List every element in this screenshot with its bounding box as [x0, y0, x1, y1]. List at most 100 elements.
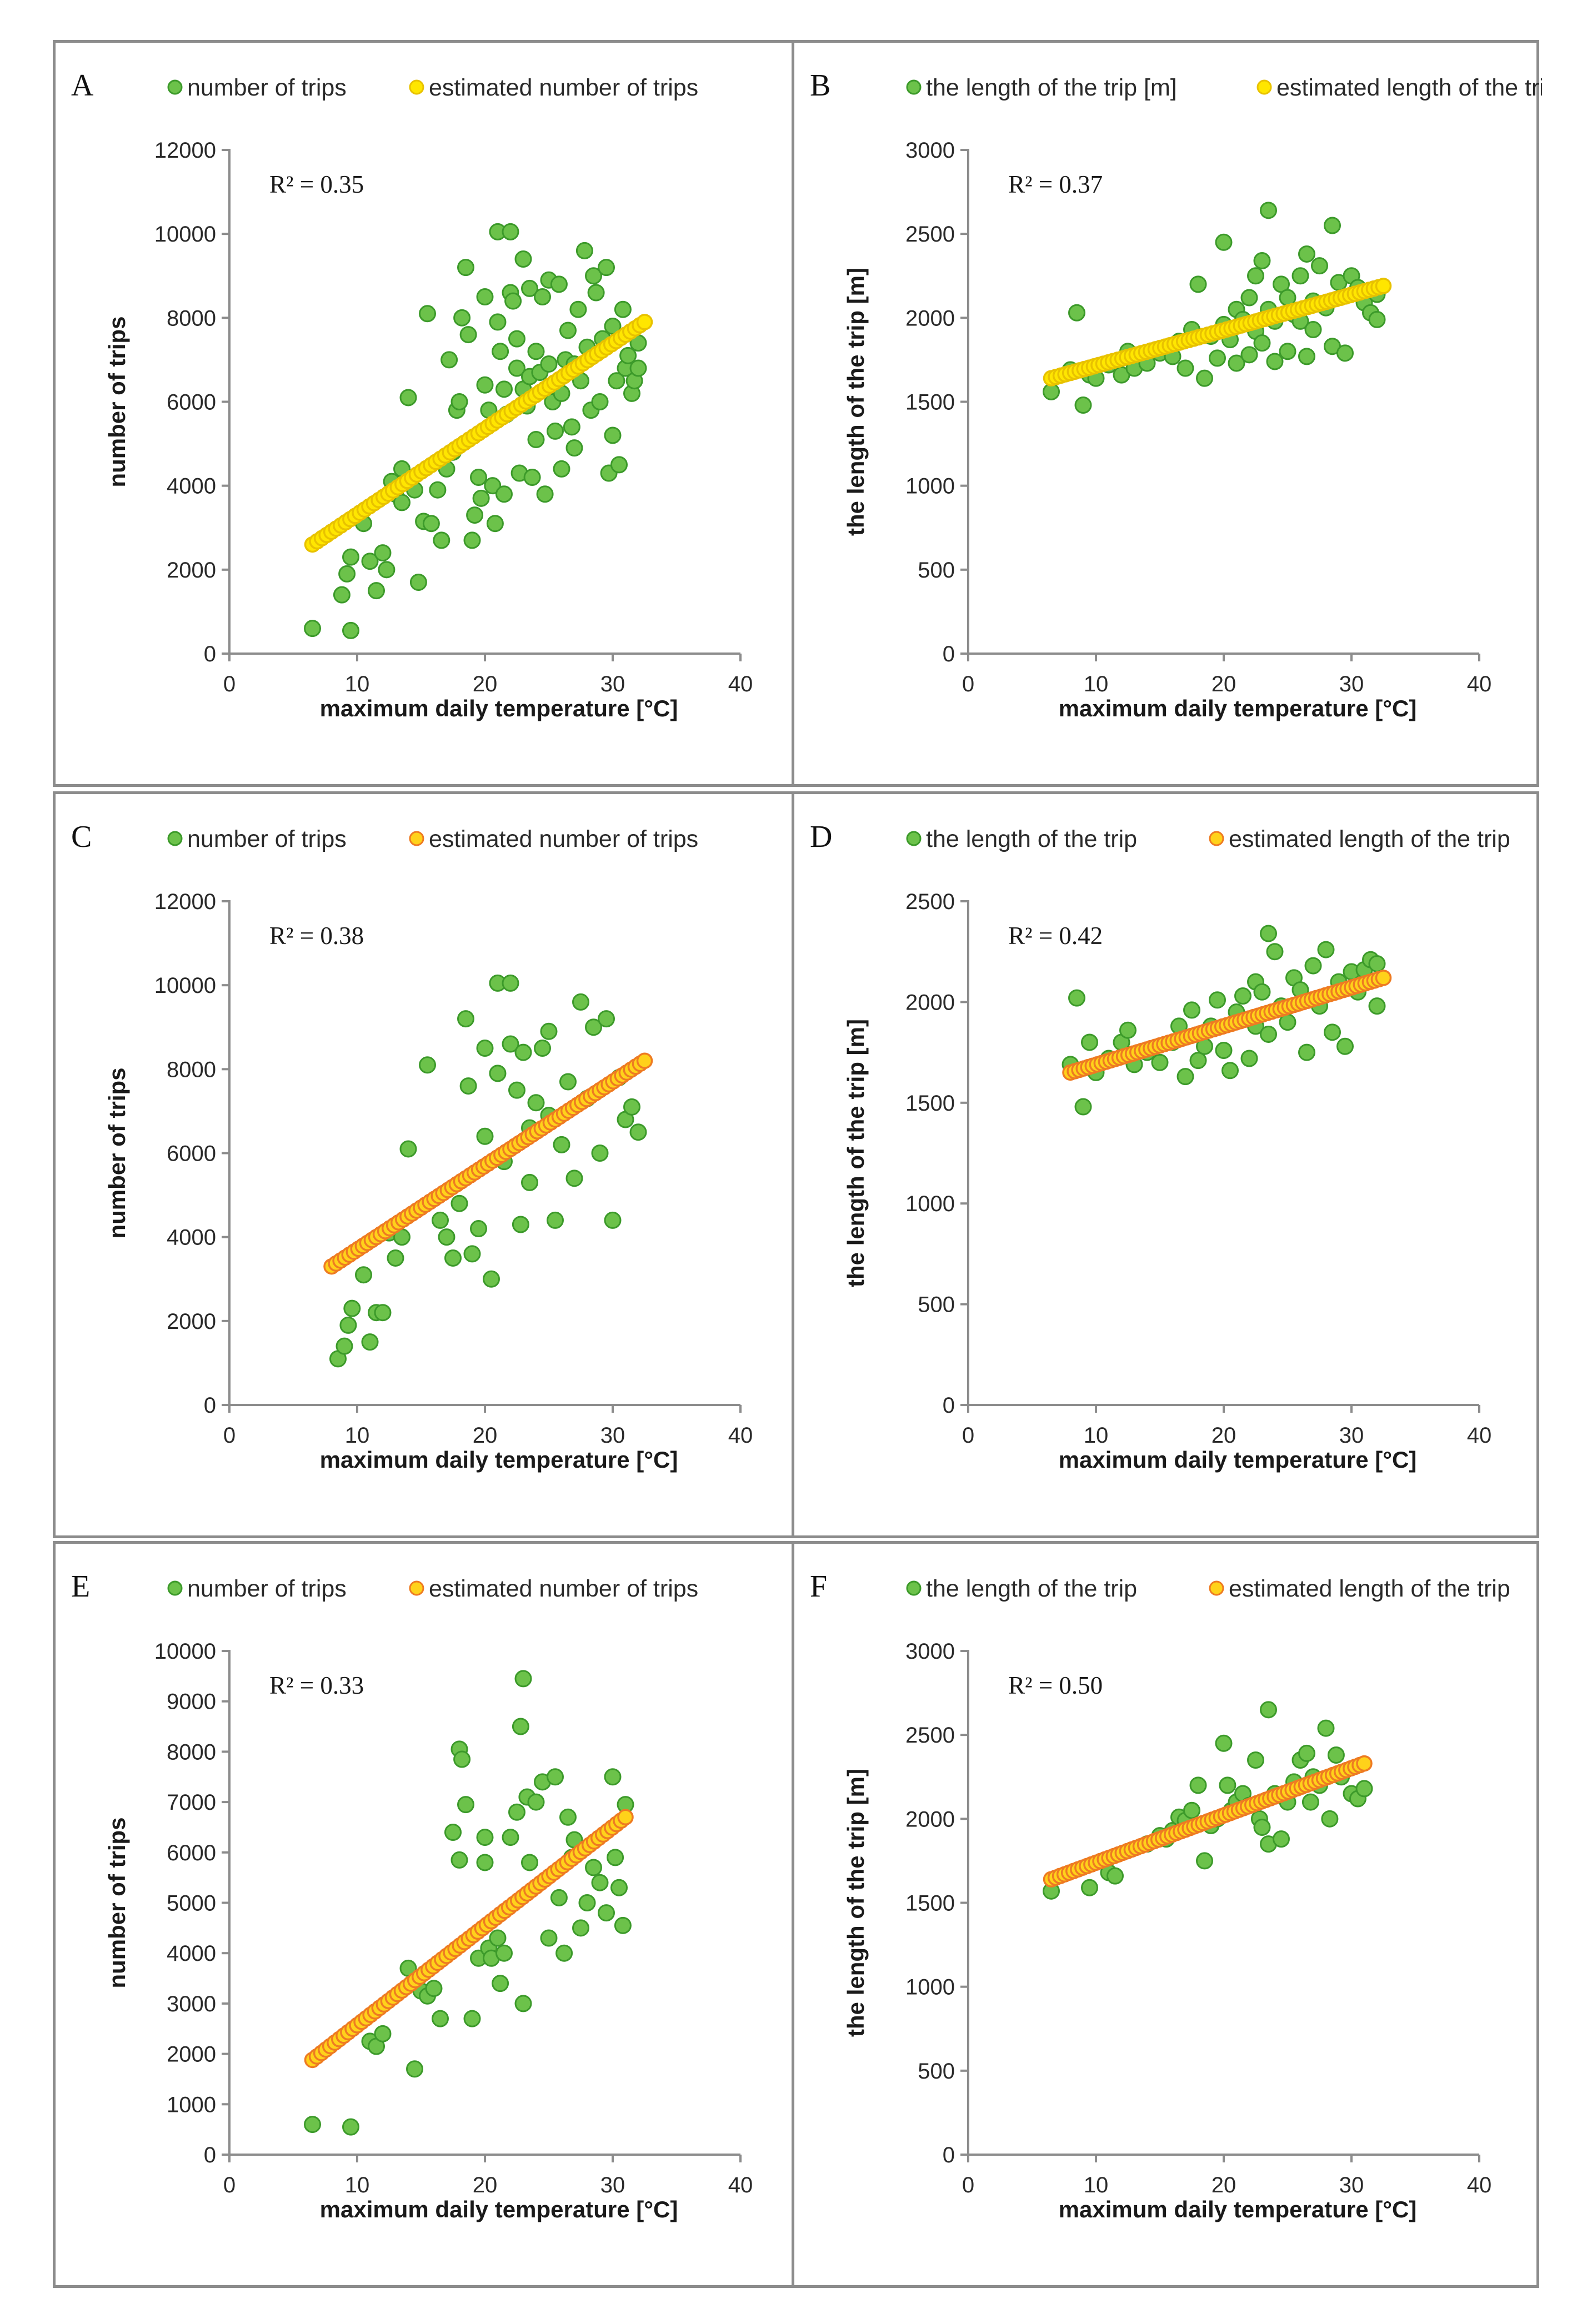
data-point-observed — [619, 347, 637, 364]
data-point-observed — [1221, 1062, 1239, 1080]
data-point-observed — [470, 1220, 487, 1238]
x-tick-label: 20 — [473, 672, 498, 696]
data-point-estimated — [617, 1809, 634, 1826]
data-point-observed — [550, 275, 568, 293]
legend-label-estimated: estimated number of trips — [429, 826, 698, 852]
x-tick-label: 10 — [345, 1423, 370, 1448]
data-point-observed — [559, 1808, 577, 1826]
y-tick-label: 8000 — [167, 1740, 216, 1764]
data-point-observed — [339, 1316, 357, 1334]
data-point-observed — [1247, 267, 1264, 285]
data-point-observed — [508, 359, 525, 377]
legend-label-observed: number of trips — [187, 1575, 347, 1602]
data-point-observed — [514, 1670, 532, 1688]
data-point-estimated — [1375, 970, 1392, 986]
y-tick-label: 2000 — [167, 558, 216, 583]
x-tick-label: 20 — [1211, 672, 1236, 696]
data-point-observed — [604, 1211, 622, 1229]
data-point-estimated — [1375, 278, 1392, 294]
data-point-observed — [406, 2060, 423, 2078]
data-point-observed — [450, 393, 468, 410]
data-point-observed — [521, 1854, 538, 1871]
data-point-observed — [1317, 1719, 1335, 1737]
legend-label-estimated: estimated number of trips — [429, 74, 698, 101]
data-point-observed — [591, 393, 609, 410]
data-point-observed — [1215, 1734, 1233, 1752]
legend: the length of the trip estimated length o… — [906, 826, 1510, 852]
data-point-observed — [1177, 359, 1194, 377]
y-tick-label: 0 — [943, 2143, 955, 2167]
x-tick-label: 40 — [728, 1423, 753, 1448]
data-point-observed — [1266, 943, 1284, 961]
y-axis-label: the length of the trip [m] — [843, 1769, 869, 2037]
legend-marker-observed — [906, 831, 922, 846]
y-tick-label: 6000 — [167, 1142, 216, 1166]
data-point-observed — [502, 974, 519, 992]
data-point-observed — [1209, 349, 1226, 367]
data-point-observed — [1119, 1021, 1137, 1039]
y-tick-label: 9000 — [167, 1690, 216, 1714]
estimated-series — [304, 314, 653, 553]
data-point-observed — [489, 313, 507, 331]
y-tick-label: 0 — [943, 642, 955, 666]
data-point-observed — [610, 456, 628, 474]
data-point-observed — [540, 1022, 558, 1040]
data-point-observed — [333, 586, 351, 604]
data-point-observed — [1298, 1043, 1315, 1061]
y-axis-label: number of trips — [104, 316, 130, 487]
data-point-observed — [374, 2025, 392, 2042]
y-tick-label: 2500 — [905, 890, 955, 914]
data-point-observed — [534, 288, 551, 306]
estimated-series — [1043, 278, 1392, 387]
data-point-observed — [304, 620, 321, 638]
y-tick-label: 1500 — [905, 1091, 955, 1116]
data-point-observed — [393, 494, 410, 511]
y-tick-label: 8000 — [167, 1057, 216, 1082]
y-tick-label: 10000 — [154, 222, 216, 247]
data-point-observed — [1298, 245, 1315, 263]
data-point-observed — [1327, 1746, 1345, 1764]
data-point-observed — [492, 343, 509, 360]
panel-letter: D — [810, 820, 832, 854]
data-point-observed — [422, 515, 440, 533]
legend-label-observed: the length of the trip — [926, 826, 1137, 852]
data-point-observed — [1253, 1818, 1271, 1836]
data-point-observed — [1196, 369, 1213, 387]
legend-marker-estimated — [409, 1580, 424, 1596]
estimated-series — [1062, 970, 1392, 1081]
data-point-observed — [463, 1245, 481, 1263]
data-point-observed — [489, 1929, 507, 1947]
data-point-observed — [459, 326, 477, 344]
data-point-observed — [438, 1228, 455, 1246]
data-point-observed — [342, 548, 359, 566]
data-point-observed — [547, 1211, 564, 1229]
data-point-observed — [433, 531, 450, 549]
data-point-observed — [1209, 991, 1226, 1009]
x-tick-label: 20 — [473, 1423, 498, 1448]
x-tick-label: 0 — [962, 2173, 974, 2197]
data-point-observed — [575, 242, 593, 259]
panel-letter: C — [71, 820, 92, 854]
legend: the length of the trip [m] estimated leng… — [906, 74, 1542, 101]
data-point-observed — [1368, 997, 1386, 1015]
data-point-observed — [508, 330, 525, 348]
data-point-observed — [604, 426, 622, 444]
data-point-observed — [495, 380, 513, 398]
data-point-observed — [1074, 1098, 1092, 1116]
y-tick-label: 1000 — [167, 2092, 216, 2117]
x-tick-label: 10 — [345, 2173, 370, 2197]
data-point-observed — [466, 506, 484, 524]
r-squared-label: R² = 0.50 — [1008, 1672, 1103, 1699]
data-point-observed — [514, 1043, 532, 1061]
data-point-observed — [1324, 1023, 1341, 1041]
x-tick-label: 40 — [728, 2173, 753, 2197]
data-point-observed — [476, 288, 494, 306]
y-axis-label: number of trips — [104, 1067, 130, 1238]
data-point-observed — [1189, 1052, 1207, 1070]
legend-label-estimated: estimated number of trips — [429, 1575, 698, 1602]
data-point-observed — [1260, 1701, 1277, 1719]
data-point-observed — [604, 1768, 622, 1786]
